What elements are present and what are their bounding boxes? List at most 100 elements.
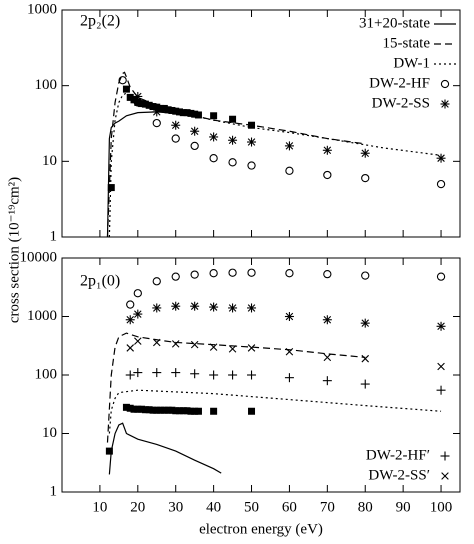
marker-part <box>437 322 445 331</box>
data-point <box>171 301 181 311</box>
data-point <box>125 315 135 325</box>
marker-part <box>138 405 146 413</box>
data-point <box>436 153 446 163</box>
data-point <box>194 111 202 119</box>
data-point <box>190 340 199 349</box>
data-point <box>248 121 256 129</box>
data-point <box>360 318 370 328</box>
marker-part <box>285 142 294 150</box>
data-point <box>171 368 181 378</box>
data-point <box>141 100 149 108</box>
marker-part <box>441 472 449 480</box>
panel-label: 2p₂(2) <box>80 13 120 30</box>
marker-part <box>194 111 202 119</box>
marker-part <box>153 406 161 414</box>
marker-part <box>133 289 142 298</box>
data-line <box>106 71 366 238</box>
data-point <box>436 385 446 395</box>
data-point <box>130 405 138 413</box>
marker-part <box>209 154 218 163</box>
marker-part <box>323 170 332 180</box>
marker-part <box>179 109 187 117</box>
marker-part <box>171 302 180 310</box>
data-point <box>247 137 257 147</box>
marker-part <box>285 347 294 356</box>
marker-part <box>209 133 218 141</box>
x-axis-label: electron energy (eV) <box>199 521 323 537</box>
data-point <box>130 96 138 104</box>
marker-part <box>247 304 256 312</box>
data-point <box>247 303 257 313</box>
marker-part <box>145 406 153 414</box>
marker-part <box>228 268 237 277</box>
data-point <box>247 344 256 352</box>
marker-part <box>323 146 332 155</box>
legend-swatch <box>440 451 450 461</box>
data-point <box>172 407 180 415</box>
x-tick-label: 90 <box>396 499 411 515</box>
data-point <box>284 141 294 151</box>
data-point <box>322 315 332 325</box>
marker-part <box>134 98 142 106</box>
data-point <box>160 406 168 414</box>
data-point <box>126 93 134 101</box>
data-point <box>179 407 187 415</box>
data-point <box>153 103 161 111</box>
marker-part <box>126 300 135 309</box>
marker-part <box>107 184 115 192</box>
y-tick-label: 1 <box>50 228 58 244</box>
data-point <box>157 406 165 414</box>
marker-part <box>247 268 256 277</box>
data-point <box>187 109 195 117</box>
marker-part <box>194 407 202 415</box>
data-line <box>108 92 442 238</box>
marker-part <box>441 100 449 108</box>
marker-part <box>361 271 370 280</box>
marker-part <box>437 154 445 162</box>
data-point <box>229 115 237 123</box>
marker-part <box>285 166 294 175</box>
marker-part <box>176 108 184 116</box>
marker-part <box>164 106 172 114</box>
data-point <box>138 100 146 108</box>
data-point <box>176 108 184 116</box>
marker-part <box>171 272 180 281</box>
data-point <box>168 106 176 114</box>
marker-part <box>229 115 237 123</box>
marker-part <box>209 269 218 278</box>
marker-part <box>168 406 176 414</box>
data-point <box>160 104 168 112</box>
marker-part <box>126 315 134 324</box>
marker-part <box>187 407 195 415</box>
x-tick-label: 20 <box>130 499 145 515</box>
data-point <box>284 312 294 321</box>
data-point <box>133 368 143 378</box>
marker-part <box>138 100 146 108</box>
data-point <box>361 173 370 183</box>
data-point <box>228 158 237 167</box>
data-point <box>122 85 130 93</box>
data-point <box>209 269 218 278</box>
marker-part <box>361 149 370 157</box>
marker-part <box>248 121 256 129</box>
data-point <box>171 340 180 348</box>
data-point <box>191 110 199 118</box>
legend-swatch <box>441 472 449 480</box>
marker-part <box>248 407 256 415</box>
data-point <box>228 135 238 145</box>
data-point <box>285 347 294 356</box>
data-point <box>168 406 176 414</box>
marker-part <box>187 109 195 117</box>
marker-part <box>118 76 127 85</box>
marker-part <box>190 141 199 151</box>
marker-part <box>171 340 180 348</box>
data-point <box>360 379 370 389</box>
panel-frame <box>61 9 461 238</box>
data-point <box>164 406 172 414</box>
data-point <box>152 277 161 286</box>
marker-part <box>122 403 130 411</box>
marker-part <box>247 344 256 352</box>
data-point <box>322 145 332 155</box>
legend-label: DW-2-HF′ <box>366 447 430 463</box>
